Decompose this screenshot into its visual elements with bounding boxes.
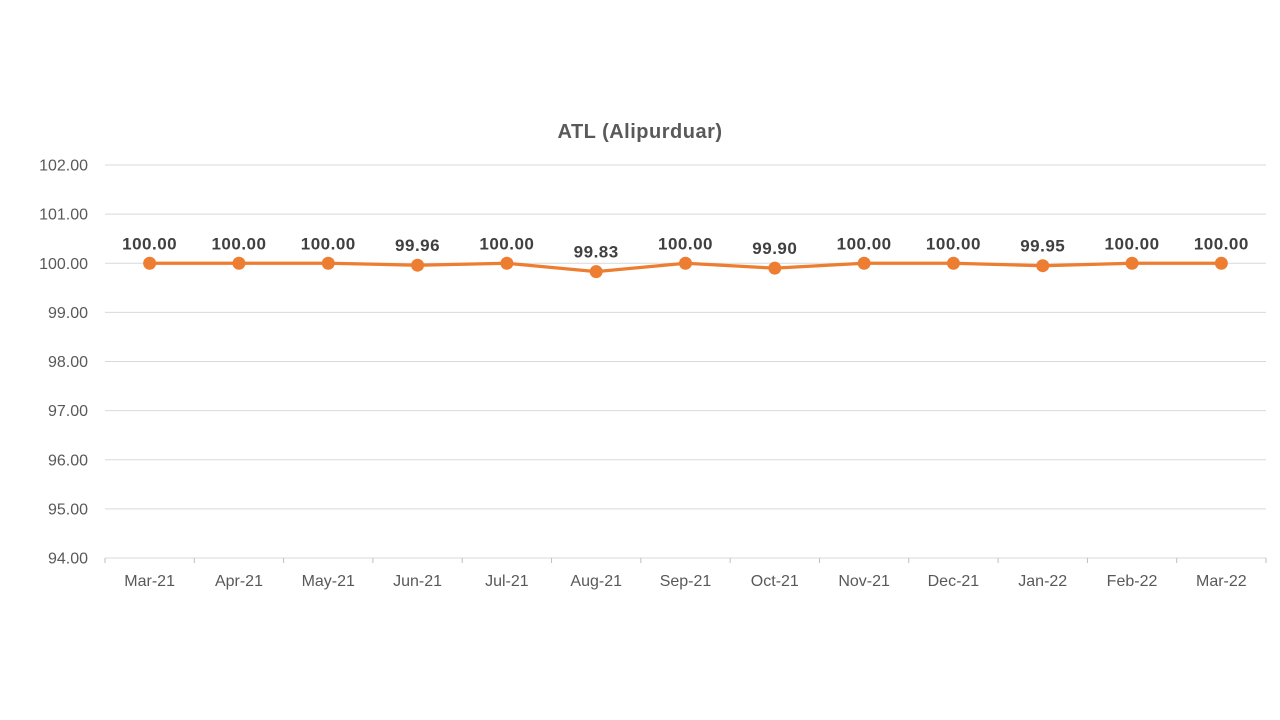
x-axis-tick-label: Nov-21 xyxy=(838,573,890,590)
x-axis-tick-label: Feb-22 xyxy=(1107,573,1158,590)
data-point-label: 99.90 xyxy=(752,239,797,258)
data-point-label: 100.00 xyxy=(211,234,266,253)
y-axis-tick-label: 100.00 xyxy=(39,256,88,273)
data-point-label: 99.83 xyxy=(574,243,619,262)
y-axis-tick-label: 102.00 xyxy=(39,158,88,175)
data-point-label: 99.96 xyxy=(395,236,440,255)
data-point-marker xyxy=(1125,256,1139,270)
data-point-marker xyxy=(321,256,335,270)
x-axis-tick-label: Dec-21 xyxy=(928,573,980,590)
x-axis-tick-label: Aug-21 xyxy=(570,573,622,590)
x-axis-tick-label: May-21 xyxy=(302,573,355,590)
y-axis-tick-label: 94.00 xyxy=(48,551,88,568)
x-axis-tick-label: Sep-21 xyxy=(660,573,712,590)
data-point-marker xyxy=(500,256,514,270)
y-axis-tick-label: 96.00 xyxy=(48,452,88,469)
data-point-marker xyxy=(232,256,246,270)
y-axis-tick-label: 98.00 xyxy=(48,354,88,371)
data-point-marker xyxy=(411,258,425,272)
x-axis-tick-label: Apr-21 xyxy=(215,573,263,590)
data-point-label: 100.00 xyxy=(1105,234,1160,253)
x-axis-tick-label: Mar-22 xyxy=(1196,573,1247,590)
data-point-label: 99.95 xyxy=(1020,237,1065,256)
x-axis-tick-label: Oct-21 xyxy=(751,573,799,590)
x-axis-tick-label: Jan-22 xyxy=(1018,573,1067,590)
data-point-label: 100.00 xyxy=(837,234,892,253)
data-point-label: 100.00 xyxy=(301,234,356,253)
data-point-marker xyxy=(1214,256,1228,270)
data-point-marker xyxy=(143,256,157,270)
data-point-marker xyxy=(768,261,782,275)
x-axis-tick-label: Mar-21 xyxy=(124,573,175,590)
data-point-marker xyxy=(946,256,960,270)
x-axis-tick-label: Jun-21 xyxy=(393,573,442,590)
data-point-label: 100.00 xyxy=(926,234,981,253)
y-axis-tick-label: 99.00 xyxy=(48,305,88,322)
data-point-label: 100.00 xyxy=(658,234,713,253)
y-axis-tick-label: 95.00 xyxy=(48,501,88,518)
data-point-label: 100.00 xyxy=(479,234,534,253)
chart-title: ATL (Alipurduar) xyxy=(557,121,723,143)
x-axis-tick-label: Jul-21 xyxy=(485,573,529,590)
data-point-marker xyxy=(857,256,871,270)
data-point-marker xyxy=(679,256,692,270)
data-point-marker xyxy=(589,265,603,279)
data-point-marker xyxy=(1036,259,1050,273)
y-axis-tick-label: 97.00 xyxy=(48,403,88,420)
data-point-label: 100.00 xyxy=(1194,234,1249,253)
data-point-label: 100.00 xyxy=(122,234,177,253)
y-axis-tick-label: 101.00 xyxy=(39,207,88,224)
